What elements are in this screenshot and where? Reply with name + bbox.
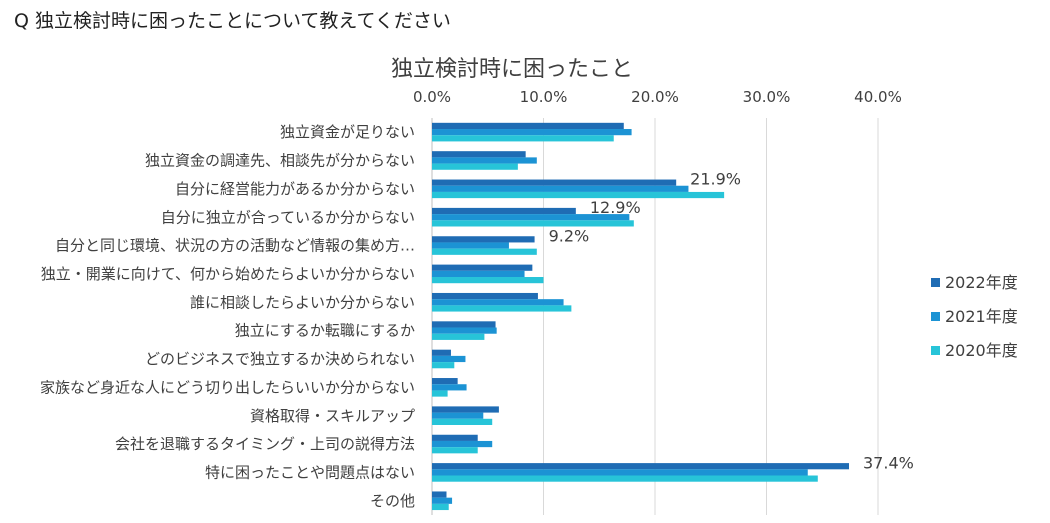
bar (432, 292, 538, 300)
bar (432, 157, 537, 164)
bar (432, 185, 689, 192)
data-label: 9.2% (549, 226, 590, 245)
chart-title: 独立検討時に困ったこと (391, 57, 633, 82)
category-label: どのビジネスで独立するか決められない (145, 350, 415, 368)
x-tick-label: 20.0% (631, 88, 679, 106)
bar (432, 207, 576, 215)
bar (432, 412, 484, 419)
bar (432, 305, 572, 312)
data-label: 37.4% (863, 453, 914, 472)
legend: 2022年度 2021年度 2020年度 (931, 273, 1018, 360)
bar (432, 406, 499, 413)
bar (432, 434, 478, 441)
category-label: 自分と同じ環境、状況の方の活動など情報の集め方… (55, 237, 415, 255)
bar (432, 418, 493, 425)
legend-swatch (931, 312, 940, 321)
bar (432, 129, 632, 136)
category-label: その他 (370, 492, 415, 510)
x-tick-label: 0.0% (413, 88, 451, 106)
bar (432, 163, 518, 170)
category-label: 自分に経営能力があるか分からない (175, 180, 415, 198)
legend-swatch (931, 346, 940, 355)
bar (432, 214, 630, 221)
category-label: 会社を退職するタイミング・上司の説得方法 (115, 435, 415, 453)
bar (432, 384, 467, 391)
category-labels: 独立資金が足りない独立資金の調達先、相談先が分からない自分に経営能力があるか分か… (40, 123, 415, 510)
gridlines (431, 118, 879, 515)
bar (432, 390, 448, 397)
bar (432, 321, 496, 328)
legend-swatch (931, 278, 940, 287)
bar (432, 355, 466, 363)
bar (432, 447, 478, 454)
data-label: 21.9% (690, 170, 741, 189)
bar (432, 135, 614, 142)
bar (432, 333, 485, 340)
bar (432, 248, 537, 255)
legend-label: 2020年度 (945, 341, 1018, 360)
bar (432, 270, 525, 278)
bar (432, 362, 455, 369)
legend-label: 2021年度 (945, 307, 1018, 326)
data-label: 12.9% (590, 198, 641, 217)
category-label: 自分に独立が合っているか分からない (161, 208, 415, 226)
bar (432, 191, 725, 199)
x-tick-label: 40.0% (854, 88, 902, 106)
bar (432, 264, 533, 271)
bar (432, 475, 818, 482)
bar (432, 242, 509, 249)
legend-label: 2022年度 (945, 273, 1018, 292)
data-labels: 21.9% 12.9%9.2% 37.4% (549, 170, 914, 473)
category-label: 資格取得・スキルアップ (250, 407, 415, 425)
bar (432, 349, 451, 356)
bar (432, 463, 850, 470)
bar (432, 491, 447, 498)
bar (432, 179, 677, 186)
question-text: Q 独立検討時に困ったことについて教えてください (14, 10, 451, 32)
category-label: 特に困ったことや問題点はない (205, 463, 415, 481)
bar (432, 440, 493, 448)
category-label: 独立にするか転職にするか (235, 322, 415, 340)
bar (432, 277, 544, 284)
bar (432, 327, 497, 334)
x-axis-ticks: 0.0% 10.0% 20.0% 30.0% 40.0% (413, 88, 902, 106)
bar (432, 299, 564, 306)
category-label: 独立・開業に向けて、何から始めたらよいか分からない (41, 265, 415, 283)
bar (432, 236, 535, 243)
category-label: 独立資金が足りない (280, 123, 415, 141)
category-label: 誰に相談したらよいか分からない (190, 293, 415, 311)
bar (432, 497, 453, 504)
bar (432, 220, 634, 227)
bar (432, 378, 458, 385)
x-tick-label: 10.0% (520, 88, 568, 106)
x-tick-label: 30.0% (743, 88, 791, 106)
bar (432, 469, 808, 476)
bar (432, 122, 624, 130)
bar (432, 151, 526, 158)
category-label: 家族など身近な人にどう切り出したらいいか分からない (40, 378, 415, 396)
category-label: 独立資金の調達先、相談先が分からない (145, 152, 415, 170)
bars (432, 122, 850, 511)
bar (432, 503, 449, 511)
